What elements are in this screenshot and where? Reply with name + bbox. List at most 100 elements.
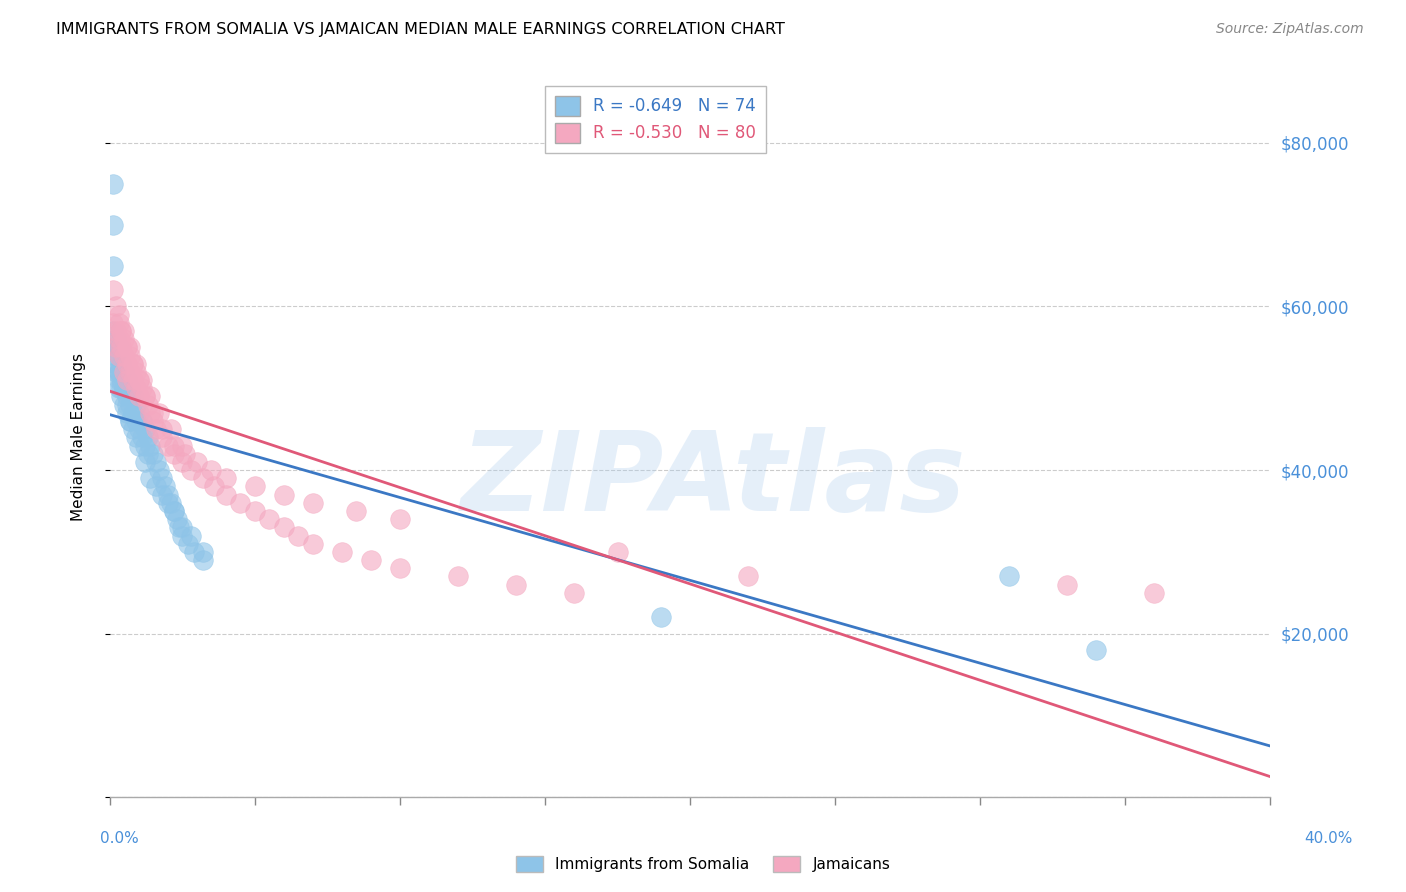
Point	[150, 430, 173, 444]
Point	[150, 422, 173, 436]
Point	[107, 365, 129, 379]
Point	[180, 528, 202, 542]
Point	[112, 324, 135, 338]
Point	[101, 324, 124, 338]
Point	[172, 455, 194, 469]
Point	[110, 340, 132, 354]
Point	[447, 569, 470, 583]
Point	[107, 373, 129, 387]
Point	[1056, 577, 1078, 591]
Point	[104, 340, 127, 354]
Point	[191, 471, 214, 485]
Point	[148, 463, 170, 477]
Point	[107, 332, 129, 346]
Point	[120, 340, 142, 354]
Point	[122, 373, 145, 387]
Point	[128, 373, 150, 387]
Point	[120, 365, 142, 379]
Point	[125, 430, 148, 444]
Point	[215, 488, 238, 502]
Point	[273, 488, 295, 502]
Point	[159, 496, 181, 510]
Point	[156, 438, 179, 452]
Point	[388, 512, 411, 526]
Point	[101, 283, 124, 297]
Point	[330, 545, 353, 559]
Point	[122, 422, 145, 436]
Text: Source: ZipAtlas.com: Source: ZipAtlas.com	[1216, 22, 1364, 37]
Point	[150, 488, 173, 502]
Point	[273, 520, 295, 534]
Point	[150, 471, 173, 485]
Point	[163, 504, 186, 518]
Point	[134, 455, 156, 469]
Text: IMMIGRANTS FROM SOMALIA VS JAMAICAN MEDIAN MALE EARNINGS CORRELATION CHART: IMMIGRANTS FROM SOMALIA VS JAMAICAN MEDI…	[56, 22, 785, 37]
Point	[117, 340, 139, 354]
Point	[101, 177, 124, 191]
Point	[107, 381, 129, 395]
Point	[117, 389, 139, 403]
Point	[1085, 643, 1108, 657]
Point	[131, 414, 153, 428]
Point	[183, 545, 205, 559]
Point	[112, 349, 135, 363]
Point	[134, 422, 156, 436]
Point	[606, 545, 628, 559]
Point	[243, 504, 266, 518]
Point	[104, 340, 127, 354]
Point	[128, 438, 150, 452]
Point	[998, 569, 1021, 583]
Point	[172, 438, 194, 452]
Point	[139, 389, 162, 403]
Legend: Immigrants from Somalia, Jamaicans: Immigrants from Somalia, Jamaicans	[508, 848, 898, 880]
Point	[139, 406, 162, 420]
Point	[101, 218, 124, 232]
Point	[134, 438, 156, 452]
Point	[122, 357, 145, 371]
Point	[101, 259, 124, 273]
Point	[142, 414, 165, 428]
Point	[200, 463, 222, 477]
Point	[177, 537, 200, 551]
Point	[117, 398, 139, 412]
Point	[110, 381, 132, 395]
Point	[120, 398, 142, 412]
Point	[128, 422, 150, 436]
Point	[128, 373, 150, 387]
Point	[120, 349, 142, 363]
Point	[112, 365, 135, 379]
Point	[122, 389, 145, 403]
Point	[737, 569, 759, 583]
Point	[180, 463, 202, 477]
Point	[104, 324, 127, 338]
Point	[110, 357, 132, 371]
Point	[110, 324, 132, 338]
Point	[104, 357, 127, 371]
Point	[302, 496, 325, 510]
Point	[122, 357, 145, 371]
Point	[191, 545, 214, 559]
Point	[104, 365, 127, 379]
Point	[148, 406, 170, 420]
Point	[112, 365, 135, 379]
Point	[117, 340, 139, 354]
Point	[131, 430, 153, 444]
Point	[117, 373, 139, 387]
Point	[142, 406, 165, 420]
Text: 40.0%: 40.0%	[1305, 831, 1353, 846]
Point	[360, 553, 382, 567]
Point	[104, 300, 127, 314]
Point	[110, 365, 132, 379]
Point	[163, 438, 186, 452]
Point	[259, 512, 281, 526]
Text: ZIPAtlas: ZIPAtlas	[461, 427, 966, 534]
Point	[128, 389, 150, 403]
Point	[169, 520, 191, 534]
Point	[153, 479, 176, 493]
Y-axis label: Median Male Earnings: Median Male Earnings	[72, 353, 86, 521]
Point	[101, 316, 124, 330]
Point	[104, 349, 127, 363]
Point	[302, 537, 325, 551]
Point	[159, 422, 181, 436]
Point	[125, 414, 148, 428]
